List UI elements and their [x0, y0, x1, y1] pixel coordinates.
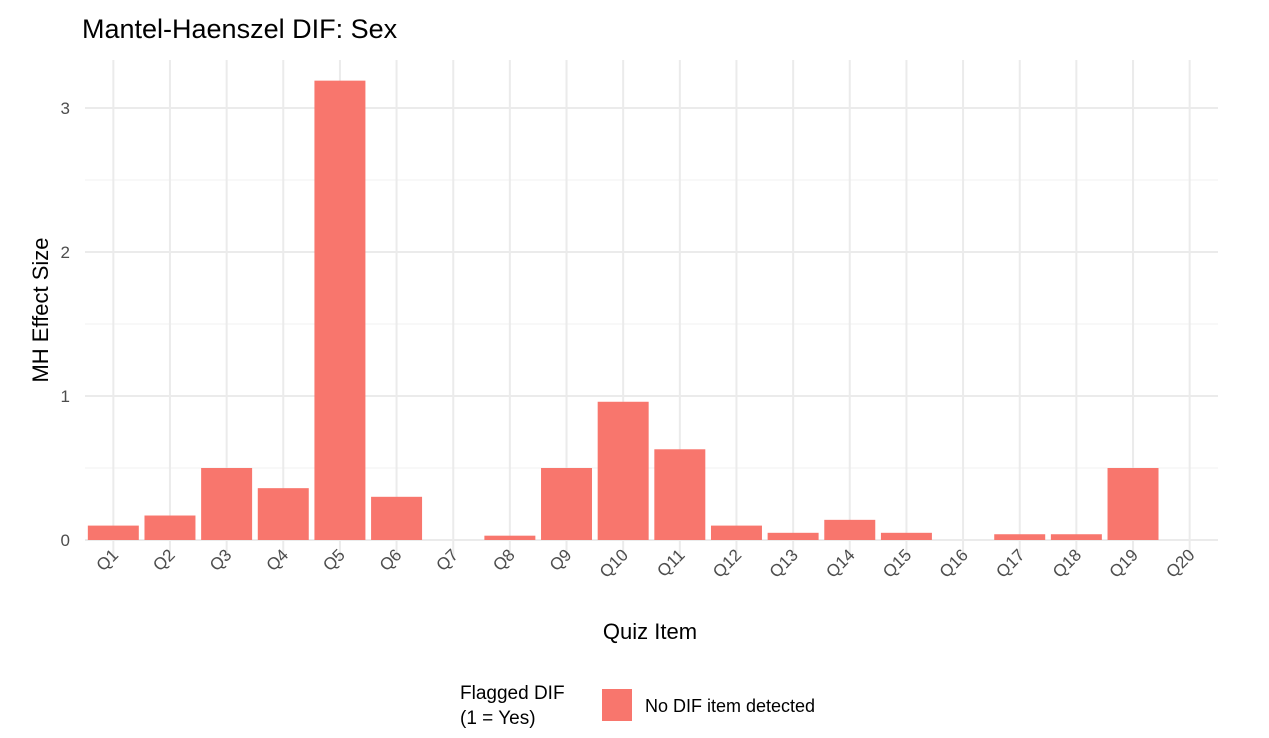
- bar-q2: [144, 515, 196, 540]
- bar-q12: [710, 525, 762, 540]
- x-tick-label: Q16: [936, 545, 972, 581]
- y-tick-label: 0: [61, 531, 70, 550]
- bar-q6: [371, 496, 423, 540]
- legend: Flagged DIF (1 = Yes) No DIF item detect…: [460, 683, 815, 729]
- x-tick-label: Q4: [263, 545, 292, 574]
- x-tick-label: Q10: [596, 545, 632, 581]
- bar-q9: [541, 468, 593, 540]
- x-tick-label: Q12: [709, 545, 745, 581]
- legend-entry-label: No DIF item detected: [645, 696, 815, 716]
- x-tick-label: Q1: [93, 545, 122, 574]
- bar-q5: [314, 80, 366, 540]
- y-tick-label: 1: [61, 387, 70, 406]
- y-tick-label: 3: [61, 99, 70, 118]
- x-tick-label: Q14: [822, 545, 858, 581]
- y-axis-title: MH Effect Size: [28, 237, 53, 382]
- bar-q4: [257, 488, 309, 540]
- x-tick-label: Q9: [546, 545, 575, 574]
- y-tick-labels: 0 1 2 3: [61, 99, 70, 550]
- chart-title: Mantel-Haenszel DIF: Sex: [82, 14, 398, 44]
- x-tick-label: Q8: [489, 545, 518, 574]
- bar-q10: [597, 401, 649, 540]
- bars: [87, 80, 1159, 540]
- x-axis-title: Quiz Item: [603, 619, 697, 644]
- x-tick-label: Q18: [1049, 545, 1085, 581]
- x-tick-label: Q19: [1106, 545, 1142, 581]
- x-tick-label: Q2: [149, 545, 178, 574]
- grid-layer: [85, 60, 1218, 560]
- x-tick-label: Q17: [992, 545, 1028, 581]
- bar-q17: [994, 534, 1046, 540]
- x-tick-label: Q13: [766, 545, 802, 581]
- x-tick-label: Q20: [1162, 545, 1198, 581]
- bar-q15: [880, 532, 932, 540]
- legend-key-swatch: [602, 689, 632, 721]
- bar-q13: [767, 532, 819, 540]
- x-tick-label: Q15: [879, 545, 915, 581]
- x-tick-label: Q5: [319, 545, 348, 574]
- x-tick-label: Q11: [653, 545, 688, 580]
- bar-q19: [1107, 468, 1159, 540]
- bar-q3: [201, 468, 253, 540]
- bar-q8: [484, 535, 536, 540]
- bar-q14: [824, 519, 876, 540]
- x-tick-labels: Q1 Q2 Q3 Q4 Q5 Q6 Q7 Q8 Q9 Q10 Q11 Q12 Q13 Q14 Q15 Q16 Q…: [93, 545, 1199, 581]
- y-tick-label: 2: [61, 243, 70, 262]
- x-tick-label: Q3: [206, 545, 235, 574]
- legend-title-line-2: (1 = Yes): [460, 708, 536, 729]
- legend-title-line-1: Flagged DIF: [460, 683, 565, 704]
- x-tick-label: Q6: [376, 545, 405, 574]
- bar-q1: [87, 525, 139, 540]
- bar-q18: [1050, 534, 1102, 540]
- bar-q11: [654, 449, 706, 540]
- x-tick-label: Q7: [433, 545, 462, 574]
